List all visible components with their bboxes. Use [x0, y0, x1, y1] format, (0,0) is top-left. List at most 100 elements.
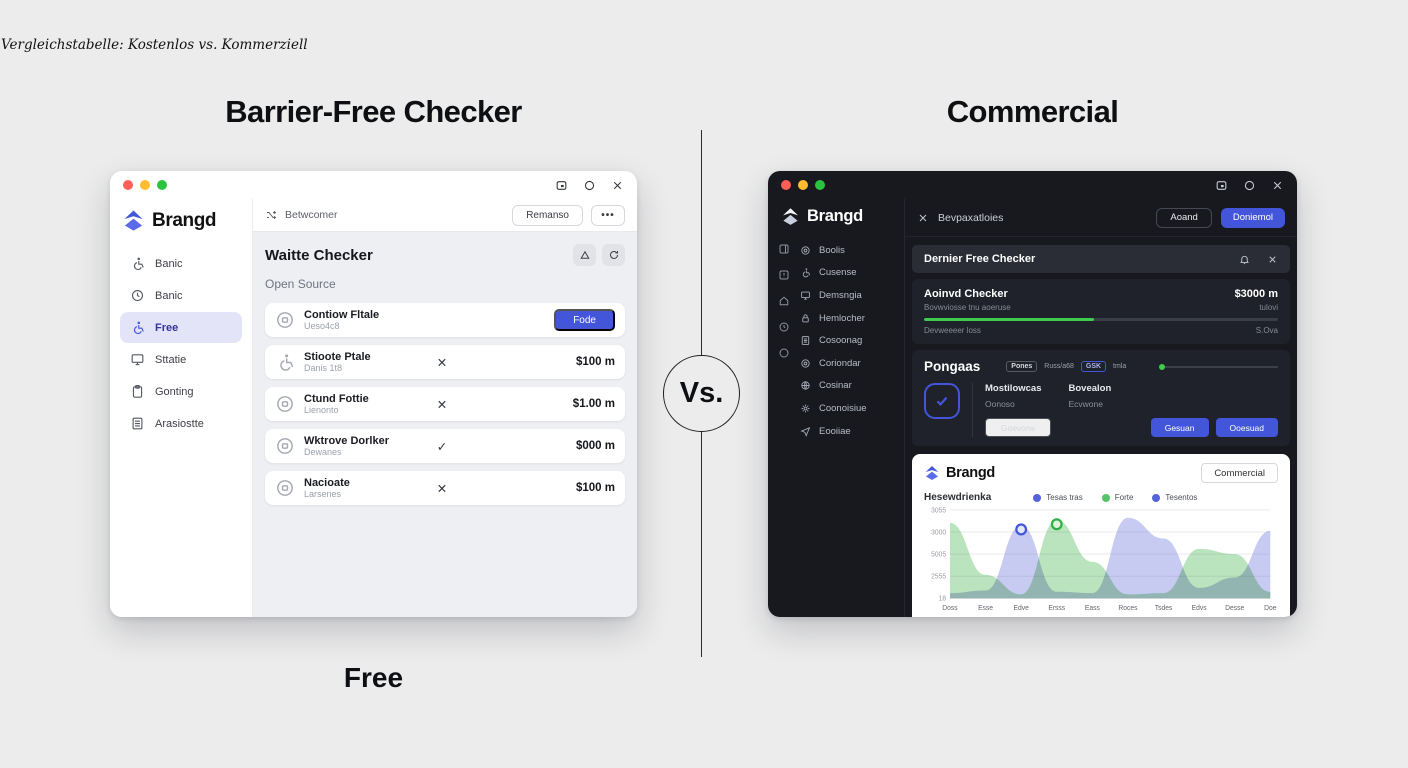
sidebar-item-coriondar[interactable]: Coriondar [800, 352, 904, 375]
sidebar-item-gonting[interactable]: Gonting [120, 376, 242, 407]
feature-action-button[interactable]: Fode [554, 309, 615, 331]
brand-logo-text: Brangd [807, 207, 863, 225]
sidebar-item-label: Cosoonag [819, 335, 863, 347]
warning-button[interactable] [573, 244, 596, 266]
sidebar: Brangd Boolis Cusense [768, 199, 905, 617]
commercial-button[interactable]: Commercial [1201, 463, 1278, 483]
main-content: Waitte Checker Open Source Contiow Fltal… [253, 232, 637, 617]
svg-text:Roces: Roces [1118, 605, 1138, 612]
close-search-icon[interactable] [917, 212, 929, 224]
sidebar-item-label: Sttatie [155, 353, 187, 366]
file-text-icon [801, 336, 810, 346]
refresh-button[interactable] [602, 244, 625, 266]
feature-row[interactable]: Wktrove Dorlker Dewanes ✓ $000 m [265, 429, 625, 463]
history-icon[interactable] [778, 321, 790, 333]
sidebar-item-label: Banic [155, 257, 183, 270]
sidebar-item-cusense[interactable]: Cusense [800, 262, 904, 285]
plan-col-title: Mostilowcas [985, 383, 1042, 394]
sidebar-item-label: Coriondar [819, 357, 861, 369]
wheelchair-icon [802, 268, 811, 278]
secondary-button[interactable]: Aoand [1156, 207, 1212, 228]
brand-logo-text: Brangd [946, 465, 995, 481]
app-logo: Brangd [768, 199, 904, 239]
slider-handle[interactable] [1159, 363, 1165, 370]
feature-subtitle: Lienonto [304, 404, 339, 415]
feature-row[interactable]: Stioote Ptale Danis 1t8 ✕ $100 m [265, 345, 625, 379]
plan-primary-button-1[interactable]: Gesuan [1150, 418, 1209, 437]
home-icon[interactable] [778, 295, 790, 307]
traffic-light-minimize[interactable] [140, 180, 150, 190]
close-icon[interactable] [1271, 179, 1284, 192]
maximize-icon[interactable] [583, 179, 596, 192]
sidebar-item-cosoonag[interactable]: Cosoonag [800, 329, 904, 352]
status-line1-right: tulovi [1259, 303, 1278, 312]
circle-icon[interactable] [778, 347, 790, 359]
legend-dot [1033, 493, 1042, 502]
bell-icon[interactable] [1239, 254, 1250, 265]
sidebar-item-demsngia[interactable]: Demsngia [800, 284, 904, 307]
send-icon [800, 426, 811, 437]
slider[interactable] [1159, 363, 1278, 370]
sidebar-item-banic-2[interactable]: Banic [120, 280, 242, 311]
sidebar-item-arasiostte[interactable]: Arasiostte [120, 408, 242, 439]
document-lines-icon [132, 417, 143, 430]
help-icon[interactable] [778, 269, 790, 281]
feature-title: Wktrove Dorlker [304, 434, 389, 447]
sidebar-item-label: Eooiiae [819, 425, 851, 437]
traffic-light-close[interactable] [123, 180, 133, 190]
feature-badge-icon [277, 480, 293, 496]
feature-row[interactable]: Ctund Fottie Lienonto ✕ $1.00 m [265, 387, 625, 421]
svg-text:Esse: Esse [978, 605, 993, 612]
feature-row[interactable]: Nacioate Larsenes ✕ $100 m [265, 471, 625, 505]
plan-col-sub: Oonoso [985, 399, 1015, 409]
badge: Russ/a68 [1044, 363, 1074, 370]
legend-dot [1152, 493, 1161, 502]
traffic-light-close[interactable] [781, 180, 791, 190]
sidebar-item-label: Boolis [819, 244, 845, 256]
divider [972, 383, 973, 437]
sidebar-item-hemlocher[interactable]: Hemlocher [800, 307, 904, 330]
sidebar-item-coonoisiue[interactable]: Coonoisiue [800, 397, 904, 420]
close-icon[interactable] [611, 179, 624, 192]
dismiss-icon[interactable] [1267, 254, 1278, 265]
banner-title: Dernier Free Checker [924, 253, 1036, 265]
section-subtitle: Open Source [265, 277, 336, 291]
area-chart: 3055 3000 5005 2555 18 Doss Esse Edve Ersss Eass R… [931, 507, 1277, 612]
progress-track [924, 318, 1278, 321]
wheelchair-icon [133, 257, 144, 271]
topbar-action-button[interactable]: Remanso [512, 204, 583, 226]
more-options-button[interactable]: ••• [591, 204, 625, 226]
traffic-light-zoom[interactable] [815, 180, 825, 190]
legend-item: Tesas tras [1033, 493, 1083, 502]
sidebar-item-eooiiae[interactable]: Eooiiae [800, 420, 904, 443]
primary-button[interactable]: Doniemol [1220, 207, 1285, 228]
badge: Pones [1006, 361, 1038, 372]
titlebar [768, 171, 1297, 199]
sidebar-item-banic-1[interactable]: Banic [120, 248, 242, 279]
sidebar-item-free[interactable]: Free [120, 312, 242, 343]
chart-legend: Tesas tras Forte Tesentos [1033, 493, 1197, 502]
plan-col-title: Bovealon [1068, 383, 1112, 394]
sidebar-item-label: Cosinar [819, 380, 852, 392]
breadcrumb-label: Betwcomer [285, 209, 338, 221]
pip-icon[interactable] [1215, 179, 1228, 192]
feature-badge-icon [277, 312, 293, 328]
pip-icon[interactable] [555, 179, 568, 192]
gear-icon [801, 404, 810, 413]
traffic-light-zoom[interactable] [157, 180, 167, 190]
traffic-light-minimize[interactable] [798, 180, 808, 190]
brand-logo-icon [925, 466, 939, 480]
vs-badge: Vs. [663, 355, 740, 432]
status-line1: Bovwviosse tnu aoeruse [924, 303, 1011, 312]
status-price: $3000 m [1234, 288, 1278, 300]
sidebar-item-boolis[interactable]: Boolis [800, 239, 904, 262]
panel-icon[interactable] [778, 243, 790, 255]
search-query[interactable]: Bevpaxatloies [938, 211, 1004, 224]
ghost-button[interactable]: Goevorw [985, 418, 1051, 437]
feature-row[interactable]: Contiow Fltale Ueso4c8 Fode [265, 303, 625, 337]
brand-logo-icon [782, 208, 799, 225]
plan-primary-button-2[interactable]: Ooesuad [1215, 418, 1278, 437]
sidebar-item-sttatie[interactable]: Sttatie [120, 344, 242, 375]
maximize-icon[interactable] [1243, 179, 1256, 192]
sidebar-item-cosinar[interactable]: Cosinar [800, 375, 904, 398]
